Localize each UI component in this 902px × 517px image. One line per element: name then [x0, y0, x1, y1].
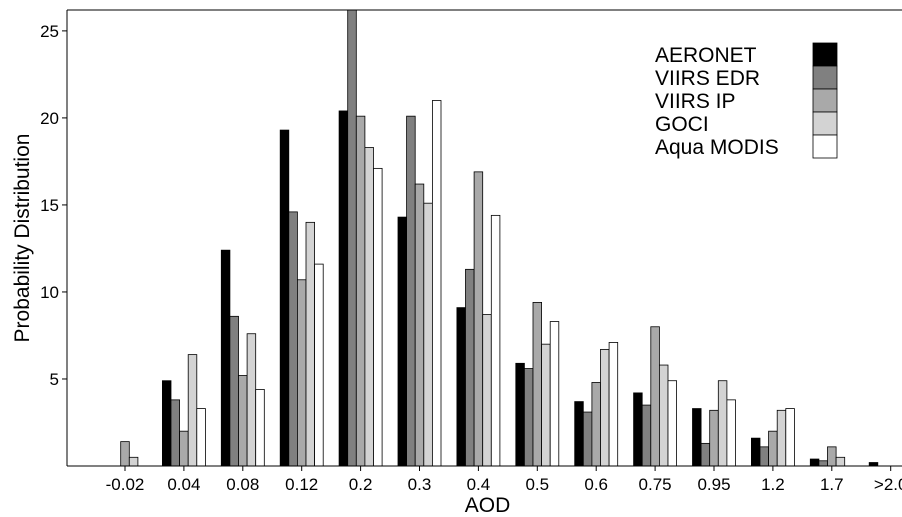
bar-aqua-modis-9 [667, 380, 678, 467]
bar-viirs-ip-8 [591, 382, 601, 467]
axes-group [66, 9, 902, 467]
bar-aqua-modis-5 [431, 100, 442, 467]
bar-viirs-ip-9 [650, 326, 660, 467]
bar-aeronet-10 [692, 408, 702, 467]
y-tick-label: 5 [50, 370, 59, 389]
x-tick-label: -0.02 [106, 475, 145, 494]
bar-viirs-ip-4 [355, 115, 366, 467]
bar-aeronet-12 [809, 458, 820, 467]
bar-aeronet-6 [456, 307, 466, 467]
x-tick-label: 0.5 [525, 475, 549, 494]
x-tick-label: 0.04 [167, 475, 200, 494]
x-tick-label: 0.95 [697, 475, 730, 494]
bar-viirs-ip-11 [768, 430, 778, 467]
bar-aeronet-9 [633, 392, 643, 467]
bar-aeronet-3 [279, 129, 290, 467]
x-tick-label: 0.12 [285, 475, 318, 494]
legend-label: AERONET [655, 44, 757, 67]
x-tick-label: 0.75 [639, 475, 672, 494]
bar-goci-9 [659, 364, 669, 467]
bar-goci-1 [187, 354, 198, 467]
y-tick-labels: 5 10 15 20 25 [40, 22, 67, 389]
x-tick-label: 0.4 [467, 475, 491, 494]
bar-aeronet-11 [751, 437, 761, 467]
bar-viirs-edr-12 [818, 460, 828, 467]
bar-aqua-modis-2 [255, 389, 265, 467]
bar-viirs-edr-1 [170, 399, 181, 467]
bars-group [120, 9, 879, 467]
bar-viirs-edr-6 [465, 268, 475, 467]
x-axis-title: AOD [465, 494, 511, 517]
y-tick-label: 20 [40, 109, 59, 128]
x-tick-labels: -0.02 0.04 0.08 0.12 0.2 0.3 0.4 0.5 0.6 0.75 0.95… [106, 466, 902, 494]
x-tick-label: >2.0 [874, 475, 902, 494]
bar-goci-3 [305, 221, 316, 467]
bar-goci-5 [423, 202, 433, 467]
x-tick-label: 0.3 [408, 475, 432, 494]
bar-aqua-modis-6 [490, 214, 501, 467]
legend-swatch-aeronet [812, 42, 838, 67]
x-tick-label: 0.08 [226, 475, 259, 494]
y-tick-label: 25 [40, 22, 59, 41]
bar-viirs-edr-2 [229, 315, 239, 467]
bar-aqua-modis-3 [314, 263, 324, 467]
bar-aqua-modis-1 [196, 408, 206, 467]
bar-goci-4 [364, 147, 374, 467]
bar-viirs-edr-7 [524, 368, 534, 467]
legend-swatch-aqua-modis [812, 134, 838, 159]
legend-swatch-viirs-edr [812, 65, 838, 90]
bar-goci-6 [482, 314, 492, 467]
bar-aqua-modis-11 [785, 408, 795, 467]
bar-viirs-ip-7 [532, 301, 543, 467]
bar-goci-8 [600, 348, 610, 467]
bar-viirs-ip-12 [827, 446, 837, 467]
x-tick-label: 1.7 [820, 475, 844, 494]
y-axis-title: Probability Distribution [11, 134, 34, 343]
legend-label: VIIRS EDR [655, 67, 760, 90]
bar-aqua-modis-7 [549, 321, 560, 467]
bar-aqua-modis-8 [608, 342, 619, 467]
legend-swatch-goci [812, 111, 838, 136]
bar-aqua-modis-4 [373, 167, 383, 467]
legend-swatch-viirs-ip [812, 88, 838, 113]
bar-goci-0 [128, 456, 139, 467]
bar-viirs-edr-5 [406, 115, 416, 467]
bar-viirs-edr-9 [641, 404, 652, 467]
y-tick-label: 10 [40, 283, 59, 302]
bar-aeronet-5 [397, 216, 408, 467]
bar-viirs-ip-3 [296, 279, 307, 467]
legend-label: Aqua MODIS [655, 136, 779, 159]
bar-aeronet-1 [161, 380, 172, 467]
bar-viirs-ip-6 [473, 171, 484, 467]
bar-goci-10 [717, 380, 728, 467]
bar-aqua-modis-10 [726, 399, 736, 467]
x-tick-label: 1.2 [761, 475, 785, 494]
x-tick-label: 0.2 [349, 475, 373, 494]
bar-viirs-ip-5 [414, 183, 425, 467]
bar-goci-7 [541, 343, 551, 467]
bar-aeronet-2 [220, 249, 231, 467]
bar-viirs-ip-2 [238, 375, 248, 467]
bar-viirs-edr-8 [582, 411, 593, 467]
bar-viirs-edr-10 [700, 442, 711, 467]
legend-label: VIIRS IP [655, 90, 736, 113]
bar-goci-11 [776, 409, 787, 467]
bar-viirs-ip-1 [179, 430, 189, 467]
bar-viirs-edr-3 [288, 211, 298, 467]
x-tick-label: 0.6 [584, 475, 608, 494]
bar-viirs-ip-0 [120, 441, 130, 467]
bar-viirs-edr-11 [759, 446, 770, 467]
bar-aeronet-7 [515, 362, 525, 467]
legend-label: GOCI [655, 113, 709, 136]
bar-viirs-edr-4 [347, 9, 357, 467]
bar-aeronet-4 [338, 110, 349, 467]
bar-aeronet-8 [574, 401, 584, 467]
bar-viirs-ip-10 [709, 409, 719, 467]
bar-goci-12 [835, 456, 846, 467]
y-tick-label: 15 [40, 196, 59, 215]
bar-aeronet-13 [868, 462, 879, 467]
bar-goci-2 [246, 333, 257, 467]
